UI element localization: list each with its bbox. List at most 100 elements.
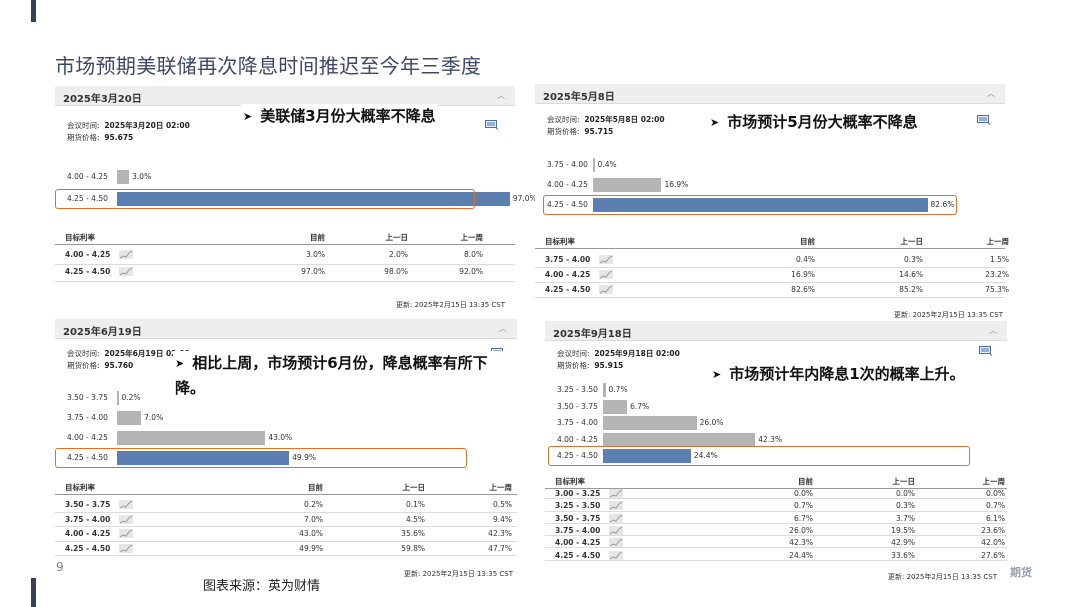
arrow-bullet-icon: ➤ <box>710 116 720 129</box>
meeting-time: 2025年5月8日 02:00 <box>584 115 665 124</box>
table-header-row: 目标利率 目前 上一日 上一周 <box>55 232 515 245</box>
probability-panel-jun: 2025年6月19日 ︿ 会议时间: 2025年6月19日 02:00 期货价格… <box>55 319 517 581</box>
table-cell: 3.0% <box>305 250 325 259</box>
sparkline-chart-icon[interactable] <box>599 255 613 264</box>
table-header-cell: 上一日 <box>402 483 426 492</box>
table-cell: 3.25 - 3.50 <box>555 501 601 511</box>
probability-bar <box>593 178 662 192</box>
sparkline-chart-icon[interactable] <box>609 550 623 560</box>
table-header-cell: 目标利率 <box>65 233 95 242</box>
panel-header[interactable]: 2025年5月8日 ︿ <box>535 84 1005 104</box>
top-accent-bar <box>31 0 36 22</box>
table-header-cell: 上一周 <box>982 477 1006 486</box>
probability-bar <box>117 431 266 445</box>
table-view-icon[interactable] <box>979 346 993 356</box>
table-cell: 19.5% <box>891 525 915 535</box>
table-cell: 42.3% <box>488 529 512 538</box>
arrow-bullet-icon: ➤ <box>243 110 253 123</box>
bar-value-label: 16.9% <box>664 180 689 189</box>
updated-timestamp: 更新: 2025年2月15日 13:35 CST <box>404 570 513 578</box>
arrow-bullet-icon: ➤ <box>712 368 722 381</box>
table-row: 4.00 - 4.25 3.0% 2.0% 8.0% <box>55 248 515 265</box>
panel-header[interactable]: 2025年9月18日 ︿ <box>545 321 1007 341</box>
meeting-label: 会议时间: <box>547 115 580 124</box>
panel-date: 2025年5月8日 <box>543 92 615 103</box>
probability-panel-sep: 2025年9月18日 ︿ 会议时间: 2025年9月18日 02:00 期货价格… <box>545 321 1007 583</box>
table-view-icon[interactable] <box>485 120 499 130</box>
footer-brand: 期货 <box>1010 566 1032 579</box>
updated-timestamp: 更新: 2025年2月15日 13:35 CST <box>396 301 505 309</box>
sparkline-chart-icon[interactable] <box>609 501 623 511</box>
table-cell: 97.0% <box>301 267 325 276</box>
table-cell: 4.00 - 4.25 <box>65 529 111 538</box>
sparkline-chart-icon[interactable] <box>609 538 623 548</box>
table-header-cell: 目前 <box>308 483 323 492</box>
annotation-text: ➤ 美联储3月份大概率不降息 <box>241 104 438 129</box>
futures-label: 期货价格: <box>67 133 100 142</box>
sparkline-chart-icon[interactable] <box>609 513 623 523</box>
table-cell: 3.50 - 3.75 <box>555 513 601 523</box>
collapse-caret-icon[interactable]: ︿ <box>497 91 505 100</box>
table-cell: 0.0% <box>985 489 1005 498</box>
sparkline-chart-icon[interactable] <box>119 514 133 524</box>
bottom-accent-bar <box>31 578 36 607</box>
table-row: 3.75 - 4.00 0.4% 0.3% 1.5% <box>535 253 1009 268</box>
panel-date: 2025年6月19日 <box>63 327 142 338</box>
probability-bar-chart: 4.00 - 4.25 3.0% 4.25 - 4.50 97.0% <box>55 86 537 226</box>
table-cell: 85.2% <box>899 285 923 294</box>
probability-bar <box>603 416 697 430</box>
table-cell: 82.6% <box>791 285 815 294</box>
table-view-icon[interactable] <box>977 115 991 125</box>
meeting-label: 会议时间: <box>67 121 100 130</box>
chart-source: 图表来源：英为财情 <box>203 579 321 594</box>
sparkline-chart-icon[interactable] <box>119 543 133 553</box>
table-header-row: 目标利率 目前 上一日 上一周 <box>535 236 1009 249</box>
probability-bar <box>603 399 628 414</box>
table-cell: 4.25 - 4.50 <box>65 267 111 276</box>
collapse-caret-icon[interactable]: ︿ <box>499 324 507 333</box>
table-cell: 42.9% <box>891 538 915 548</box>
panel-header[interactable]: 2025年6月19日 ︿ <box>55 319 517 339</box>
collapse-caret-icon[interactable]: ︿ <box>987 89 995 98</box>
bar-value-label: 24.4% <box>693 451 718 460</box>
probability-bar-chart: 3.50 - 3.75 0.2% 3.75 - 4.00 7.0% 4.00 - 4.2… <box>55 319 517 479</box>
table-row: 4.25 - 4.50 49.9% 59.8% 47.7% <box>55 542 517 556</box>
table-header-cell: 目前 <box>800 237 815 246</box>
sparkline-chart-icon[interactable] <box>599 270 613 279</box>
sparkline-chart-icon[interactable] <box>119 267 133 276</box>
collapse-caret-icon[interactable]: ︿ <box>989 326 997 335</box>
highlight-outline <box>55 189 475 209</box>
probability-bar <box>117 391 119 405</box>
table-cell: 3.75 - 4.00 <box>65 514 111 524</box>
bar-category-label: 4.25 - 4.50 <box>557 451 598 460</box>
meeting-label: 会议时间: <box>557 349 590 358</box>
sparkline-chart-icon[interactable] <box>119 500 133 509</box>
table-cell: 6.1% <box>985 513 1005 523</box>
probability-bar <box>603 383 606 397</box>
annotation-text: ➤ 市场预计5月份大概率不降息 <box>708 110 920 135</box>
sparkline-chart-icon[interactable] <box>599 285 613 294</box>
table-cell: 35.6% <box>401 529 425 538</box>
table-cell: 0.7% <box>793 501 813 511</box>
probability-bar-chart: 3.75 - 4.00 0.4% 4.00 - 4.25 16.9% 4.25 - 4.… <box>535 84 1005 229</box>
table-cell: 14.6% <box>899 270 923 279</box>
sparkline-chart-icon[interactable] <box>609 525 623 535</box>
table-cell: 33.6% <box>891 550 915 560</box>
sparkline-chart-icon[interactable] <box>119 250 133 259</box>
futures-label: 期货价格: <box>557 361 590 370</box>
bar-category-label: 3.75 - 4.00 <box>557 418 598 427</box>
table-header-row: 目标利率 目前 上一日 上一周 <box>545 476 1007 489</box>
sparkline-chart-icon[interactable] <box>609 489 623 498</box>
table-cell: 3.50 - 3.75 <box>65 500 111 509</box>
table-cell: 4.25 - 4.50 <box>65 543 111 553</box>
bar-category-label: 4.00 - 4.25 <box>67 172 108 181</box>
table-cell: 49.9% <box>299 543 323 553</box>
table-cell: 92.0% <box>459 267 483 276</box>
table-cell: 0.5% <box>492 500 512 509</box>
sparkline-chart-icon[interactable] <box>119 529 133 538</box>
table-cell: 0.1% <box>405 500 425 509</box>
table-row: 4.00 - 4.25 16.9% 14.6% 23.2% <box>535 268 1009 283</box>
table-cell: 23.2% <box>985 270 1009 279</box>
table-row: 3.25 - 3.50 0.7% 0.3% 0.7% <box>545 499 1007 512</box>
bar-value-label: 43.0% <box>268 433 293 442</box>
